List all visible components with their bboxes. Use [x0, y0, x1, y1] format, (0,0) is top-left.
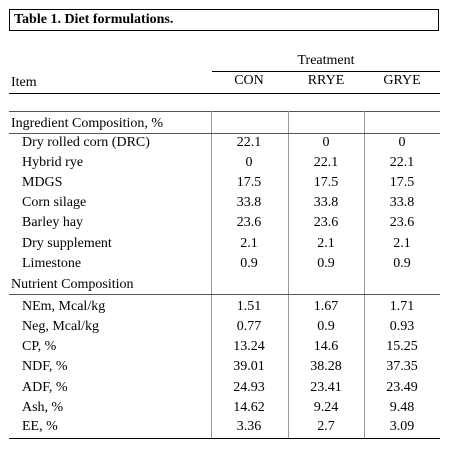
row-value-con: 14.62 [233, 400, 265, 415]
row-value-con: 17.5 [236, 175, 262, 190]
row-value-rrye: 0 [322, 135, 330, 150]
row-value-con: 33.8 [236, 195, 262, 210]
row-value-rrye: 23.41 [310, 380, 342, 395]
row-value-grye: 0.9 [393, 256, 411, 271]
row-value-con: 0 [245, 155, 253, 170]
row-value-rrye: 14.6 [313, 339, 339, 354]
row-value-con: 24.93 [233, 380, 265, 395]
column-header-rrye: RRYE [307, 73, 345, 88]
row-value-grye: 37.35 [386, 359, 418, 374]
row-value-grye: 23.6 [389, 215, 415, 230]
row-value-rrye: 23.6 [313, 215, 339, 230]
row-label: Dry supplement [22, 236, 112, 251]
row-label: NDF, % [22, 359, 68, 374]
row-label: CP, % [22, 339, 57, 354]
bottom-rule [9, 438, 440, 439]
row-value-rrye: 9.24 [313, 400, 339, 415]
row-value-con: 0.77 [236, 319, 262, 334]
row-value-rrye: 33.8 [313, 195, 339, 210]
treatment-rule [212, 71, 440, 72]
row-label: Dry rolled corn (DRC) [22, 135, 150, 150]
row-label: NEm, Mcal/kg [22, 299, 106, 314]
section-title: Nutrient Composition [11, 277, 134, 292]
row-label: Hybrid rye [22, 155, 84, 170]
row-value-grye: 1.71 [389, 299, 415, 314]
row-label: Corn silage [22, 195, 87, 210]
row-value-grye: 2.1 [393, 236, 411, 251]
row-value-rrye: 2.1 [317, 236, 335, 251]
row-value-grye: 3.09 [389, 419, 415, 434]
column-divider-1 [211, 111, 212, 438]
row-label: ADF, % [22, 380, 68, 395]
table-caption: Table 1. Diet formulations. [9, 9, 439, 31]
column-header-grye: GRYE [383, 73, 421, 88]
treatment-header: Treatment [297, 53, 355, 68]
row-value-grye: 17.5 [389, 175, 415, 190]
body-top-rule [9, 111, 440, 112]
row-value-con: 2.1 [240, 236, 258, 251]
row-value-grye: 0 [398, 135, 406, 150]
section-rule [9, 294, 440, 295]
row-value-rrye: 1.67 [313, 299, 339, 314]
row-value-grye: 0.93 [389, 319, 415, 334]
row-value-con: 39.01 [233, 359, 265, 374]
row-value-rrye: 0.9 [317, 256, 335, 271]
section-rule [9, 133, 440, 134]
row-value-rrye: 2.7 [317, 419, 335, 434]
row-value-grye: 9.48 [389, 400, 415, 415]
row-label: Neg, Mcal/kg [22, 319, 99, 334]
section-title: Ingredient Composition, % [11, 116, 164, 131]
column-divider-2 [288, 111, 289, 438]
row-value-con: 1.51 [236, 299, 262, 314]
row-value-con: 13.24 [233, 339, 265, 354]
row-value-rrye: 0.9 [317, 319, 335, 334]
row-label: Limestone [22, 256, 82, 271]
row-value-con: 22.1 [236, 135, 262, 150]
row-value-rrye: 17.5 [313, 175, 339, 190]
row-value-con: 3.36 [236, 419, 262, 434]
header-rule [9, 93, 440, 94]
row-value-rrye: 22.1 [313, 155, 339, 170]
row-value-grye: 22.1 [389, 155, 415, 170]
row-label: EE, % [22, 419, 58, 434]
row-value-rrye: 38.28 [310, 359, 342, 374]
row-value-con: 0.9 [240, 256, 258, 271]
row-label: Barley hay [22, 215, 84, 230]
column-header-con: CON [234, 73, 264, 88]
row-value-grye: 15.25 [386, 339, 418, 354]
column-divider-3 [364, 111, 365, 438]
item-header: Item [11, 75, 37, 90]
row-label: Ash, % [22, 400, 64, 415]
row-label: MDGS [22, 175, 63, 190]
row-value-grye: 33.8 [389, 195, 415, 210]
row-value-con: 23.6 [236, 215, 262, 230]
row-value-grye: 23.49 [386, 380, 418, 395]
